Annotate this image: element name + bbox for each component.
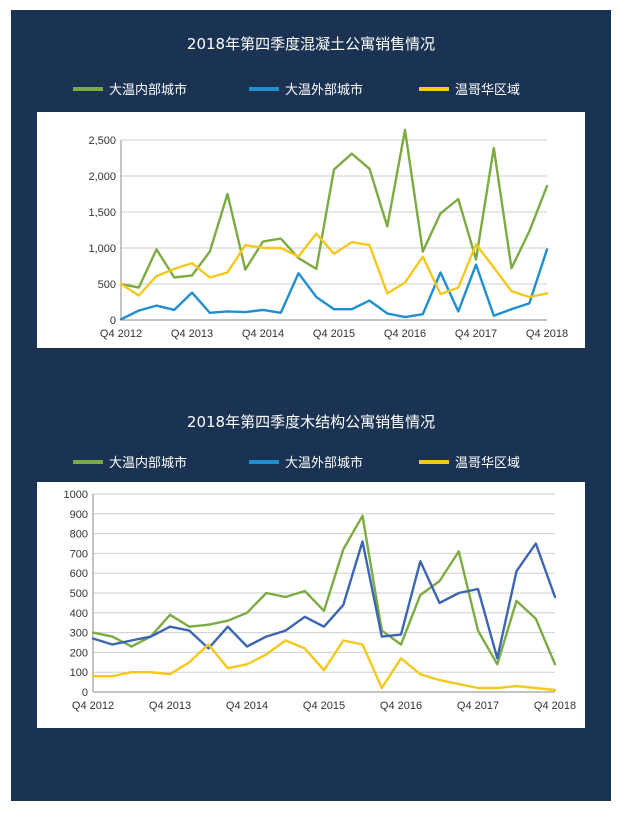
y-tick-label: 900 — [70, 509, 88, 521]
y-tick-label: 500 — [70, 588, 88, 600]
x-tick-label: Q4 2018 — [526, 328, 568, 340]
chart-1-legend: 大温内部城市 大温外部城市 温哥华区域 — [11, 78, 611, 98]
x-tick-label: Q4 2012 — [100, 328, 142, 340]
legend-label-outer-city-2: 大温外部城市 — [285, 456, 364, 471]
chart-2-svg: 0 100 200 300 400 500 600 700 800 900 1000 Q4 2012 Q… — [64, 489, 577, 712]
chart-1-plot-area: 0 500 1,000 1,500 2,000 2,500 Q4 2012 Q4 2013 Q4… — [37, 112, 585, 348]
y-tick-label: 100 — [70, 667, 88, 679]
legend-label-vancouver: 温哥华区域 — [455, 83, 521, 98]
x-tick-label: Q4 2014 — [242, 328, 284, 340]
x-tick-label: Q4 2014 — [226, 700, 268, 712]
y-tick-label: 300 — [70, 628, 88, 640]
legend-swatch-outer-city — [249, 87, 279, 91]
legend-label-inner-city: 大温内部城市 — [109, 83, 188, 98]
series-line-1 — [119, 128, 549, 289]
chart-2-title: 2018年第四季度木结构公寓销售情况 — [186, 413, 436, 431]
series-line-3 — [91, 639, 557, 692]
chart-2-legend: 大温内部城市 大温外部城市 温哥华区域 — [11, 451, 611, 471]
x-tick-label: Q4 2017 — [455, 328, 497, 340]
series-line-2 — [91, 540, 557, 660]
legend-swatch-vancouver-2 — [419, 460, 449, 464]
y-tick-label: 1,000 — [88, 243, 116, 255]
y-tick-label: 800 — [70, 529, 88, 541]
series-line-1 — [91, 514, 557, 666]
legend-swatch-inner-city — [73, 87, 103, 91]
dark-background-panel: 2018年第四季度混凝土公寓销售情况 大温内部城市 大温外部城市 温哥华区域 0… — [11, 10, 611, 801]
x-tick-label: Q4 2015 — [303, 700, 345, 712]
x-tick-label: Q4 2013 — [149, 700, 191, 712]
y-tick-label: 400 — [70, 608, 88, 620]
y-tick-label: 2,000 — [88, 171, 116, 183]
chart-1-title: 2018年第四季度混凝土公寓销售情况 — [186, 35, 436, 53]
x-tick-label: Q4 2016 — [384, 328, 426, 340]
y-tick-label: 600 — [70, 568, 88, 580]
y-tick-label: 1,500 — [88, 207, 116, 219]
series-line-2 — [119, 248, 549, 321]
legend-label-vancouver-2: 温哥华区域 — [455, 456, 521, 471]
y-tick-label: 1000 — [64, 489, 88, 501]
series-line-3 — [119, 232, 549, 299]
x-tick-label: Q4 2017 — [457, 700, 499, 712]
x-tick-label: Q4 2016 — [380, 700, 422, 712]
y-tick-label: 0 — [82, 687, 88, 699]
y-tick-label: 200 — [70, 647, 88, 659]
legend-swatch-vancouver — [419, 87, 449, 91]
x-tick-label: Q4 2018 — [534, 700, 576, 712]
legend-swatch-outer-city-2 — [249, 460, 279, 464]
chart-1-svg: 0 500 1,000 1,500 2,000 2,500 Q4 2012 Q4 2013 Q4… — [88, 128, 568, 340]
legend-swatch-inner-city-2 — [73, 460, 103, 464]
y-tick-label: 500 — [98, 279, 116, 291]
y-tick-label: 2,500 — [88, 135, 116, 147]
y-tick-label: 700 — [70, 548, 88, 560]
y-tick-label: 0 — [110, 315, 116, 327]
legend-label-outer-city: 大温外部城市 — [285, 83, 364, 98]
x-tick-label: Q4 2012 — [72, 700, 114, 712]
x-tick-label: Q4 2015 — [313, 328, 355, 340]
x-tick-label: Q4 2013 — [171, 328, 213, 340]
chart-2-plot-area: 0 100 200 300 400 500 600 700 800 900 1000 Q4 2012 Q… — [37, 482, 585, 728]
legend-label-inner-city-2: 大温内部城市 — [109, 456, 188, 471]
